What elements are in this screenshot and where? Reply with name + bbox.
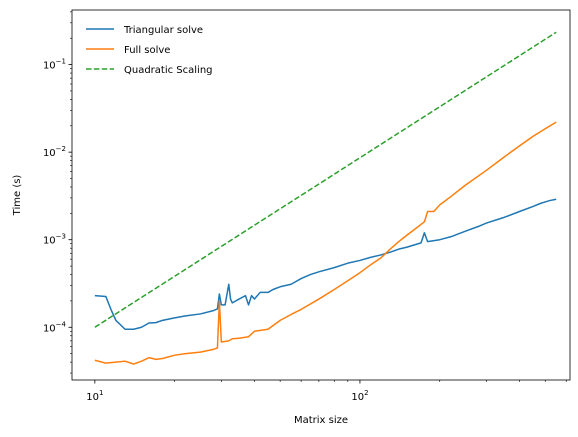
series-line-quadratic-scaling [94,31,557,328]
x-tick-label: 102 [351,389,368,403]
legend-label-full-solve: Full solve [124,45,170,56]
y-axis-label: Time (s) [12,175,23,217]
y-axis: 10−4 10−3 10−2 10−1 [43,11,72,374]
series-layer [94,31,557,365]
plot-area [94,31,557,365]
x-tick-label: 101 [86,389,103,403]
x-axis: 101 102 [86,380,567,403]
series-line-full-solve [94,121,557,365]
y-tick-label: 10−3 [43,233,66,247]
legend: Triangular solve Full solve Quadratic Scal… [86,25,213,76]
y-tick-label: 10−2 [43,145,66,159]
plot-frame [71,9,571,381]
legend-label-triangular-solve: Triangular solve [123,25,203,36]
series-line-triangular-solve [94,198,557,330]
y-tick-label: 10−4 [43,320,67,334]
legend-label-quadratic-scaling: Quadratic Scaling [124,65,213,76]
x-axis-label: Matrix size [294,415,348,426]
y-tick-label: 10−1 [43,58,66,72]
